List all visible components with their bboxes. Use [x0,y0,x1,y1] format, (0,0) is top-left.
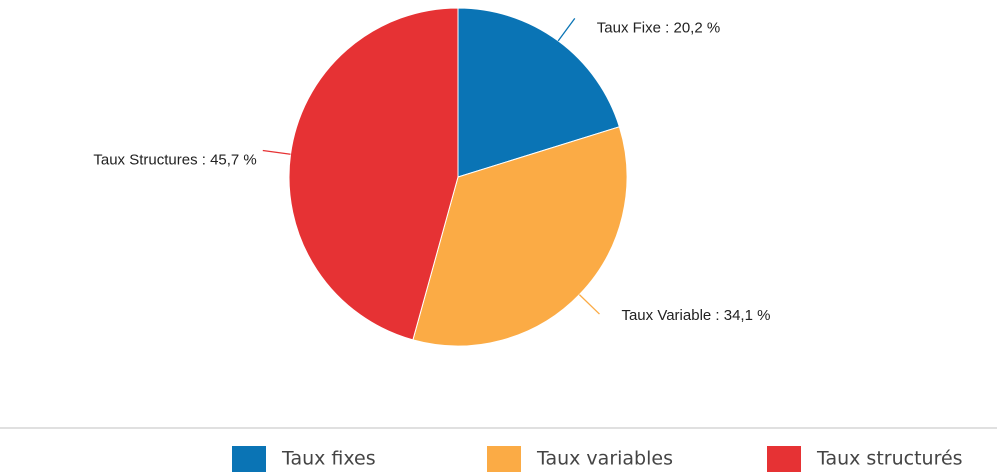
legend-label: Taux variables [536,448,673,470]
pie-slice [288,7,459,341]
legend-swatch [232,446,266,472]
leader-line [262,149,291,155]
pie-slice [412,126,628,347]
legend-swatch [487,446,521,472]
legend-label: Taux fixes [281,448,376,470]
data-label: Taux Fixe : 20,2 % [597,19,720,36]
legend-swatch [767,446,801,472]
leader-line [557,17,576,42]
data-label: Taux Variable : 34,1 % [621,307,770,324]
pie-slice [457,7,620,178]
data-label: Taux Structures : 45,7 % [93,151,256,168]
legend-label: Taux structurés [816,448,963,470]
leader-line [578,294,600,315]
